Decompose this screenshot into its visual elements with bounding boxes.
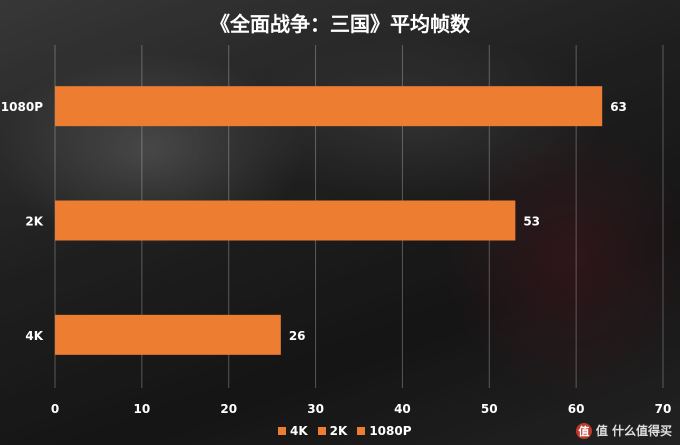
x-tick-label: 20: [220, 402, 237, 416]
bar: [55, 86, 603, 127]
category-labels: 1080P 2K 4K: [1, 100, 44, 343]
legend-swatch: [317, 427, 326, 435]
data-label: 26: [289, 329, 306, 343]
watermark-text: 值 什么值得买: [595, 424, 672, 438]
legend-swatch: [357, 427, 366, 435]
legend-label: 2K: [329, 424, 348, 438]
x-tick-label: 60: [568, 402, 585, 416]
category-label: 4K: [25, 329, 43, 343]
x-tick-label: 0: [51, 402, 59, 416]
legend-item: 4K: [278, 424, 308, 438]
category-label: 2K: [25, 215, 43, 229]
x-tick-label: 50: [481, 402, 498, 416]
data-label: 53: [523, 215, 540, 229]
bar: [55, 200, 516, 241]
legend-label: 4K: [290, 424, 308, 438]
chart-title: 《全面战争：三国》平均帧数: [210, 12, 470, 36]
watermark-logo-icon: 值: [575, 422, 592, 439]
bar: [55, 314, 281, 355]
legend-item: 2K: [317, 424, 348, 438]
x-tick-labels: 0 10 20 30 40 50 60 70: [51, 402, 672, 416]
watermark: 值 值 什么值得买: [575, 422, 672, 439]
legend: 4K 2K 1080P: [278, 424, 412, 438]
legend-item: 1080P: [357, 424, 412, 438]
x-tick-label: 30: [307, 402, 324, 416]
x-tick-label: 40: [394, 402, 411, 416]
legend-swatch: [278, 427, 286, 435]
data-labels: 63 53 26: [289, 100, 627, 343]
category-label: 1080P: [1, 100, 43, 114]
x-tick-label: 70: [655, 402, 672, 416]
x-tick-label: 10: [134, 402, 151, 416]
bars: [55, 86, 603, 355]
legend-label: 1080P: [369, 424, 412, 438]
data-label: 63: [610, 100, 627, 114]
